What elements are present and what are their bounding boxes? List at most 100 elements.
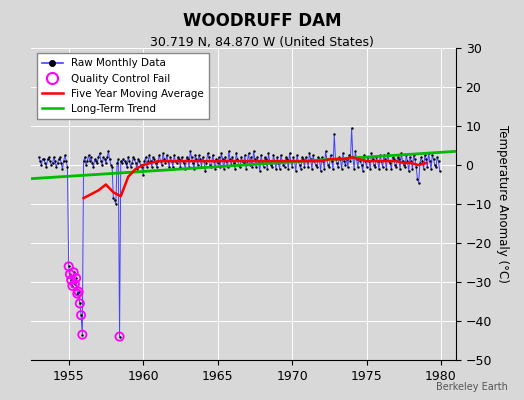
Point [68, 283, 77, 289]
Point [81, 154, 89, 160]
Point [266, 158, 274, 164]
Point [243, 158, 252, 164]
Point [353, 156, 361, 162]
Point [305, 150, 314, 156]
Point [277, 152, 285, 158]
Point [92, 158, 100, 164]
Point [432, 164, 440, 170]
Point [40, 156, 48, 162]
Point [176, 164, 184, 170]
Point [330, 130, 339, 137]
Point [87, 154, 95, 160]
Point [299, 156, 308, 162]
Point [339, 150, 347, 156]
Point [95, 150, 104, 156]
Point [381, 156, 389, 162]
Point [408, 166, 417, 172]
Point [282, 154, 290, 160]
Point [351, 148, 359, 154]
Point [202, 160, 211, 166]
Point [392, 164, 400, 170]
Point [68, 283, 77, 289]
Point [73, 290, 82, 297]
Point [217, 150, 225, 156]
Point [264, 150, 272, 156]
Point [160, 156, 168, 162]
Point [340, 158, 348, 164]
Point [132, 160, 140, 166]
Point [47, 162, 56, 168]
Point [244, 150, 253, 156]
Point [237, 154, 245, 160]
Point [148, 164, 156, 170]
Point [203, 150, 212, 156]
Point [388, 154, 397, 160]
Point [386, 160, 394, 166]
Point [284, 166, 292, 172]
Point [319, 158, 328, 164]
Point [83, 158, 92, 164]
Point [171, 158, 180, 164]
Point [168, 158, 176, 164]
Point [377, 158, 386, 164]
Point [314, 154, 322, 160]
Point [301, 154, 310, 160]
Point [164, 158, 172, 164]
Point [128, 160, 136, 166]
Point [278, 158, 286, 164]
Point [230, 160, 238, 166]
Point [329, 166, 337, 172]
Point [220, 166, 228, 172]
Point [108, 164, 116, 170]
Point [209, 152, 217, 158]
Point [94, 154, 103, 160]
Point [156, 158, 165, 164]
Point [140, 158, 149, 164]
Point [63, 164, 72, 170]
Point [400, 162, 408, 168]
Point [298, 154, 306, 160]
Point [345, 152, 353, 158]
Point [294, 158, 302, 164]
Point [42, 164, 50, 170]
Point [290, 158, 299, 164]
Point [262, 156, 270, 162]
Point [309, 152, 318, 158]
Point [227, 162, 235, 168]
Point [74, 288, 83, 295]
Point [169, 164, 177, 170]
Point [185, 164, 193, 170]
Point [38, 156, 47, 162]
Text: Berkeley Earth: Berkeley Earth [436, 382, 508, 392]
Point [435, 168, 444, 174]
Point [304, 164, 312, 170]
Point [247, 154, 255, 160]
Point [219, 156, 227, 162]
Point [125, 158, 134, 164]
Point [316, 168, 325, 174]
Point [121, 158, 129, 164]
Point [308, 166, 316, 172]
Point [355, 154, 363, 160]
Point [57, 160, 66, 166]
Point [189, 160, 197, 166]
Point [384, 150, 392, 156]
Point [62, 158, 70, 164]
Point [97, 158, 105, 164]
Point [434, 158, 443, 164]
Point [385, 158, 393, 164]
Point [98, 162, 106, 168]
Point [286, 150, 294, 156]
Point [141, 154, 150, 160]
Point [356, 158, 365, 164]
Point [130, 156, 139, 162]
Point [161, 160, 170, 166]
Point [115, 334, 124, 340]
Point [326, 152, 335, 158]
Point [64, 263, 73, 270]
Point [79, 158, 88, 164]
Point [250, 156, 259, 162]
Point [336, 156, 345, 162]
Point [212, 156, 221, 162]
Point [158, 162, 166, 168]
